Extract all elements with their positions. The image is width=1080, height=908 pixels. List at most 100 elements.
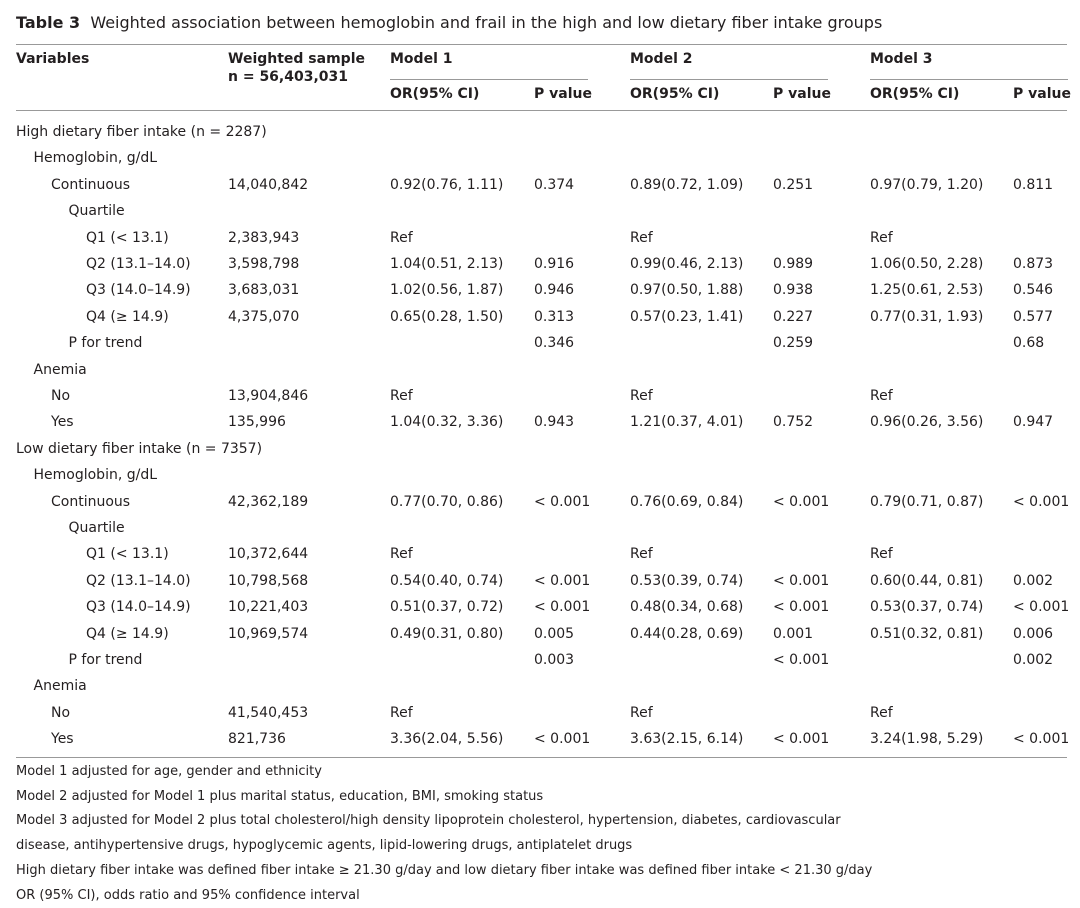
- cell: 0.946: [534, 282, 575, 299]
- header-rule: [16, 110, 1067, 111]
- cell: 0.577: [1013, 308, 1054, 325]
- cell: 0.96(0.26, 3.56): [870, 414, 984, 431]
- row-label: High dietary fiber intake (n = 2287): [16, 124, 267, 140]
- model-rule: [390, 79, 588, 80]
- row-label: No: [51, 704, 71, 721]
- row-label: Q4 (≥ 14.9): [86, 308, 169, 325]
- cell: 0.943: [534, 414, 575, 431]
- cell: Ref: [630, 388, 653, 404]
- cell: 0.92(0.76, 1.11): [390, 176, 504, 193]
- cell: 1.04(0.51, 2.13): [390, 256, 504, 272]
- cell: 10,372,644: [228, 546, 309, 563]
- cell: 1.21(0.37, 4.01): [630, 414, 744, 431]
- cell: 0.251: [773, 176, 814, 193]
- title-text: Weighted association between hemoglobin …: [90, 13, 883, 32]
- cell: Ref: [870, 229, 893, 246]
- or-header: OR(95% CI): [390, 86, 480, 102]
- model-name: Model 1: [390, 51, 453, 67]
- row-label: No: [51, 388, 71, 404]
- cell: < 0.001: [773, 599, 830, 616]
- cell: 0.65(0.28, 1.50): [390, 308, 504, 325]
- cell: Ref: [390, 546, 413, 563]
- cell: < 0.001: [534, 493, 591, 510]
- cell: < 0.001: [773, 493, 830, 510]
- cell: 41,540,453: [228, 704, 309, 721]
- cell: 0.374: [534, 176, 575, 193]
- cell: 0.97(0.79, 1.20): [870, 176, 984, 193]
- cell: 0.002: [1013, 572, 1054, 589]
- cell: 10,798,568: [228, 572, 309, 589]
- cell: 0.346: [534, 335, 575, 352]
- cell: 0.77(0.70, 0.86): [390, 493, 504, 510]
- header-n: n = 56,403,031: [228, 69, 349, 85]
- cell: < 0.001: [773, 572, 830, 589]
- cell: Ref: [390, 388, 413, 404]
- footnote: disease, antihypertensive drugs, hypogly…: [16, 838, 633, 854]
- top-rule: [16, 44, 1067, 45]
- cell: 0.811: [1013, 176, 1054, 193]
- cell: 1.25(0.61, 2.53): [870, 282, 984, 299]
- cell: Ref: [870, 546, 893, 563]
- row-label: Quartile: [68, 520, 125, 536]
- cell: 0.60(0.44, 0.81): [870, 572, 984, 589]
- row-label: Anemia: [33, 678, 87, 695]
- cell: 0.546: [1013, 282, 1054, 299]
- cell: 0.003: [534, 652, 575, 668]
- bottom-rule: [16, 757, 1067, 758]
- model-name: Model 3: [870, 51, 933, 67]
- cell: Ref: [390, 229, 413, 246]
- model-rule: [630, 79, 828, 80]
- cell: 0.005: [534, 625, 575, 642]
- cell: Ref: [870, 704, 893, 721]
- cell: 10,969,574: [228, 625, 309, 642]
- row-label: Q4 (≥ 14.9): [86, 625, 169, 642]
- footnote: OR (95% CI), odds ratio and 95% confiden…: [16, 887, 360, 903]
- header-weighted-sample: Weighted sample: [228, 51, 365, 67]
- row-label: Continuous: [51, 176, 131, 193]
- cell: Ref: [630, 229, 653, 246]
- cell: 0.938: [773, 282, 814, 299]
- footnote: Model 3 adjusted for Model 2 plus total …: [16, 813, 841, 829]
- table-label: Table 3: [16, 13, 81, 32]
- model-rule: [870, 79, 1068, 80]
- cell: 3.36(2.04, 5.56): [390, 731, 504, 748]
- row-label: Q2 (13.1–14.0): [86, 572, 191, 589]
- cell: 821,736: [228, 731, 286, 748]
- cell: 0.44(0.28, 0.69): [630, 625, 744, 642]
- row-label: Q2 (13.1–14.0): [86, 256, 191, 272]
- cell: 0.006: [1013, 625, 1054, 642]
- row-label: Continuous: [51, 493, 131, 510]
- cell: 0.313: [534, 308, 575, 325]
- cell: 2,383,943: [228, 229, 300, 246]
- cell: < 0.001: [773, 652, 830, 668]
- footnote: Model 2 adjusted for Model 1 plus marita…: [16, 788, 544, 804]
- p-header: P value: [1013, 86, 1071, 102]
- cell: < 0.001: [1013, 493, 1070, 510]
- row-label: Yes: [51, 414, 74, 431]
- cell: 0.53(0.37, 0.74): [870, 599, 984, 616]
- row-label: Hemoglobin, g/dL: [33, 467, 158, 484]
- cell: 1.06(0.50, 2.28): [870, 256, 984, 272]
- cell: 0.48(0.34, 0.68): [630, 599, 744, 616]
- cell: 0.54(0.40, 0.74): [390, 572, 504, 589]
- cell: 0.79(0.71, 0.87): [870, 493, 984, 510]
- cell: 0.53(0.39, 0.74): [630, 572, 744, 589]
- row-label: Hemoglobin, g/dL: [33, 150, 158, 167]
- cell: 0.002: [1013, 652, 1054, 668]
- p-header: P value: [773, 86, 831, 102]
- cell: 0.77(0.31, 1.93): [870, 308, 984, 325]
- p-header: P value: [534, 86, 592, 102]
- cell: 0.916: [534, 256, 575, 272]
- cell: < 0.001: [534, 572, 591, 589]
- cell: 1.04(0.32, 3.36): [390, 414, 504, 431]
- cell: 3.24(1.98, 5.29): [870, 731, 984, 748]
- cell: 0.989: [773, 256, 814, 272]
- cell: Ref: [630, 704, 653, 721]
- cell: 0.873: [1013, 256, 1054, 272]
- cell: < 0.001: [773, 731, 830, 748]
- row-label: Q1 (< 13.1): [86, 229, 169, 246]
- cell: 0.99(0.46, 2.13): [630, 256, 744, 272]
- cell: 135,996: [228, 414, 286, 431]
- cell: Ref: [870, 388, 893, 404]
- cell: 3.63(2.15, 6.14): [630, 731, 744, 748]
